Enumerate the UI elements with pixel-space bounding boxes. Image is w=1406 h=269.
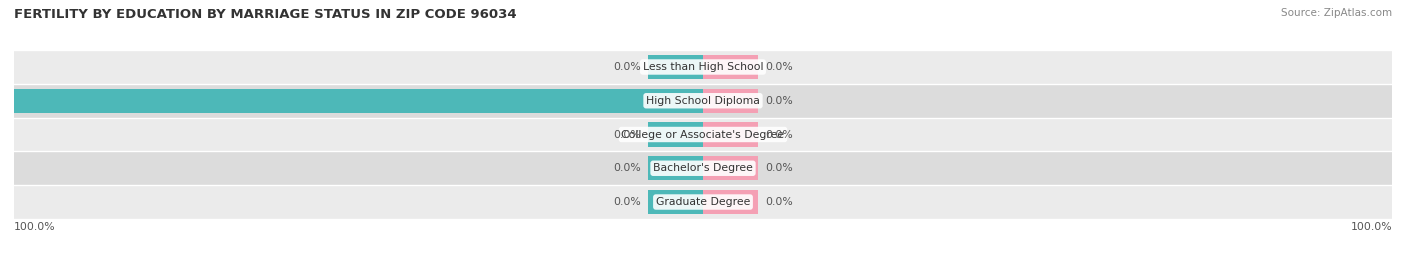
Text: 0.0%: 0.0% bbox=[765, 62, 793, 72]
Text: 100.0%: 100.0% bbox=[14, 222, 56, 232]
Text: 0.0%: 0.0% bbox=[765, 129, 793, 140]
Bar bbox=[703, 190, 758, 214]
Text: 0.0%: 0.0% bbox=[613, 197, 641, 207]
Text: 0.0%: 0.0% bbox=[765, 96, 793, 106]
Bar bbox=[14, 151, 1392, 185]
Bar bbox=[703, 89, 758, 113]
Bar bbox=[703, 156, 758, 180]
Text: Bachelor's Degree: Bachelor's Degree bbox=[652, 163, 754, 173]
Text: 0.0%: 0.0% bbox=[613, 62, 641, 72]
Text: 0.0%: 0.0% bbox=[613, 163, 641, 173]
Bar bbox=[14, 84, 1392, 118]
Bar bbox=[14, 50, 1392, 84]
Bar bbox=[648, 190, 703, 214]
Text: Less than High School: Less than High School bbox=[643, 62, 763, 72]
Bar bbox=[648, 156, 703, 180]
Text: High School Diploma: High School Diploma bbox=[647, 96, 759, 106]
Text: 0.0%: 0.0% bbox=[765, 197, 793, 207]
Bar bbox=[648, 55, 703, 79]
Text: 100.0%: 100.0% bbox=[1350, 222, 1392, 232]
Text: 0.0%: 0.0% bbox=[765, 163, 793, 173]
Text: FERTILITY BY EDUCATION BY MARRIAGE STATUS IN ZIP CODE 96034: FERTILITY BY EDUCATION BY MARRIAGE STATU… bbox=[14, 8, 516, 21]
Text: Source: ZipAtlas.com: Source: ZipAtlas.com bbox=[1281, 8, 1392, 18]
Bar bbox=[703, 122, 758, 147]
Bar bbox=[14, 89, 703, 113]
Text: College or Associate's Degree: College or Associate's Degree bbox=[621, 129, 785, 140]
Bar bbox=[703, 55, 758, 79]
Text: Graduate Degree: Graduate Degree bbox=[655, 197, 751, 207]
Bar bbox=[648, 122, 703, 147]
Bar bbox=[14, 185, 1392, 219]
Bar bbox=[14, 118, 1392, 151]
Text: 0.0%: 0.0% bbox=[613, 129, 641, 140]
